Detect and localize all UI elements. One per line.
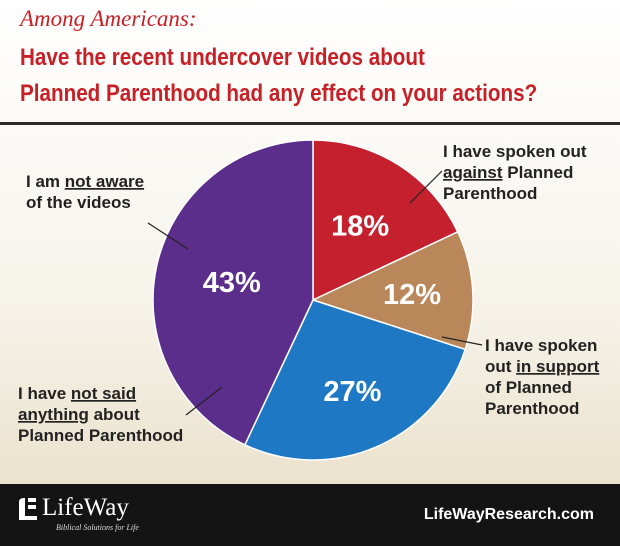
category-label-not-said: I have not said anything about Planned Par… xyxy=(18,384,183,445)
pie-slice-spoken-support xyxy=(310,230,474,351)
leader-line-not-said xyxy=(185,386,223,416)
pct-label-not-said: 27% xyxy=(323,376,381,408)
footer-bar: LifeWay Biblical Solutions for Life Life… xyxy=(0,484,620,546)
pct-label-spoken-against: 18% xyxy=(331,211,389,243)
lifeway-logo: LifeWay Biblical Solutions for Life xyxy=(16,494,156,538)
pie-slice-spoken-against xyxy=(312,139,459,302)
logo-wordmark: LifeWay xyxy=(42,494,129,521)
header: Among Americans: Have the recent underco… xyxy=(0,0,620,120)
pie-slice-not-said xyxy=(243,299,467,461)
logo-tagline: Biblical Solutions for Life xyxy=(56,523,139,532)
lifeway-mark-icon xyxy=(19,498,37,520)
leader-line-spoken-support xyxy=(441,336,483,346)
leader-line-not-aware xyxy=(147,222,189,250)
leader-line-spoken-against xyxy=(409,170,443,204)
pct-label-spoken-support: 12% xyxy=(383,279,441,311)
chart-subtitle: Among Americans: xyxy=(20,6,197,31)
category-label-spoken-against: I have spoken out against Planned Parentho… xyxy=(443,142,587,203)
website-link[interactable]: LifeWayResearch.com xyxy=(423,506,594,523)
category-label-not-aware: I am not aware of the videos xyxy=(26,172,144,212)
category-label-spoken-support: I have spoken out in support of Planned Par… xyxy=(485,336,600,418)
header-divider xyxy=(0,122,620,125)
pie-chart: 18% 12% 27% 43% I have spoken out against Pla… xyxy=(18,139,600,461)
chart-title: Have the recent undercover videos about … xyxy=(20,40,538,112)
chart-title-line-2: Planned Parenthood had any effect on you… xyxy=(20,80,538,107)
chart-title-line-1: Have the recent undercover videos about xyxy=(20,44,425,71)
pie-slice-not-aware xyxy=(152,139,314,446)
pct-label-not-aware: 43% xyxy=(203,267,261,299)
